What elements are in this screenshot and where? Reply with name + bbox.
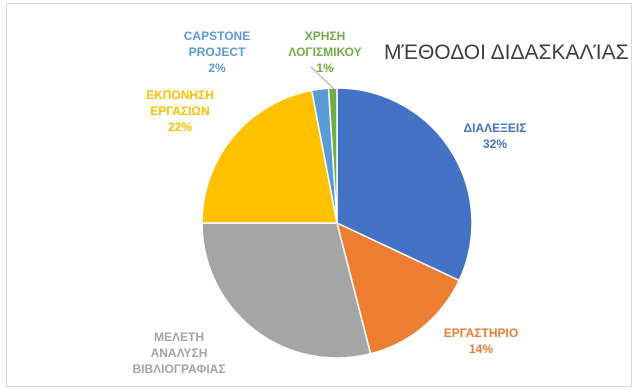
pie-slice xyxy=(201,89,338,224)
pie-slice xyxy=(336,87,473,282)
slice-label: CAPSTONE PROJECT 2% xyxy=(184,29,250,75)
slice-label: ΜΕΛΕΤΗ ΑΝΑΛΥΣΗ ΒΙΒΛΙΟΓΡΑΦΙΑΣ xyxy=(132,330,225,376)
slice-label: ΔΙΑΛΕΞΕΙΣ 32% xyxy=(464,121,527,151)
pie-slice xyxy=(335,221,461,355)
slice-label: ΧΡΗΣΗ ΛΟΓΙΣΜΙΚΟΥ 1% xyxy=(288,29,361,75)
chart-title: ΜΈΘΟΔΟΙ ΔΙΔΑΣΚΑΛΊΑΣ xyxy=(384,41,629,64)
slice-label: ΕΚΠΟΝΗΣΗ ΕΡΓΑΣΙΩΝ 22% xyxy=(146,88,214,134)
pie-chart: ΜΈΘΟΔΟΙ ΔΙΔΑΣΚΑΛΊΑΣ ΔΙΑΛΕΞΕΙΣ 32% ΕΡΓΑΣΤΗΡ… xyxy=(132,29,629,376)
leader-line xyxy=(310,66,335,90)
slice-label: ΕΡΓΑΣΤΗΡΙΟ 14% xyxy=(444,326,518,356)
pie-slice xyxy=(201,222,372,359)
chart-frame: ΜΈΘΟΔΟΙ ΔΙΔΑΣΚΑΛΊΑΣ ΔΙΑΛΕΞΕΙΣ 32% ΕΡΓΑΣΤΗΡ… xyxy=(6,3,632,387)
